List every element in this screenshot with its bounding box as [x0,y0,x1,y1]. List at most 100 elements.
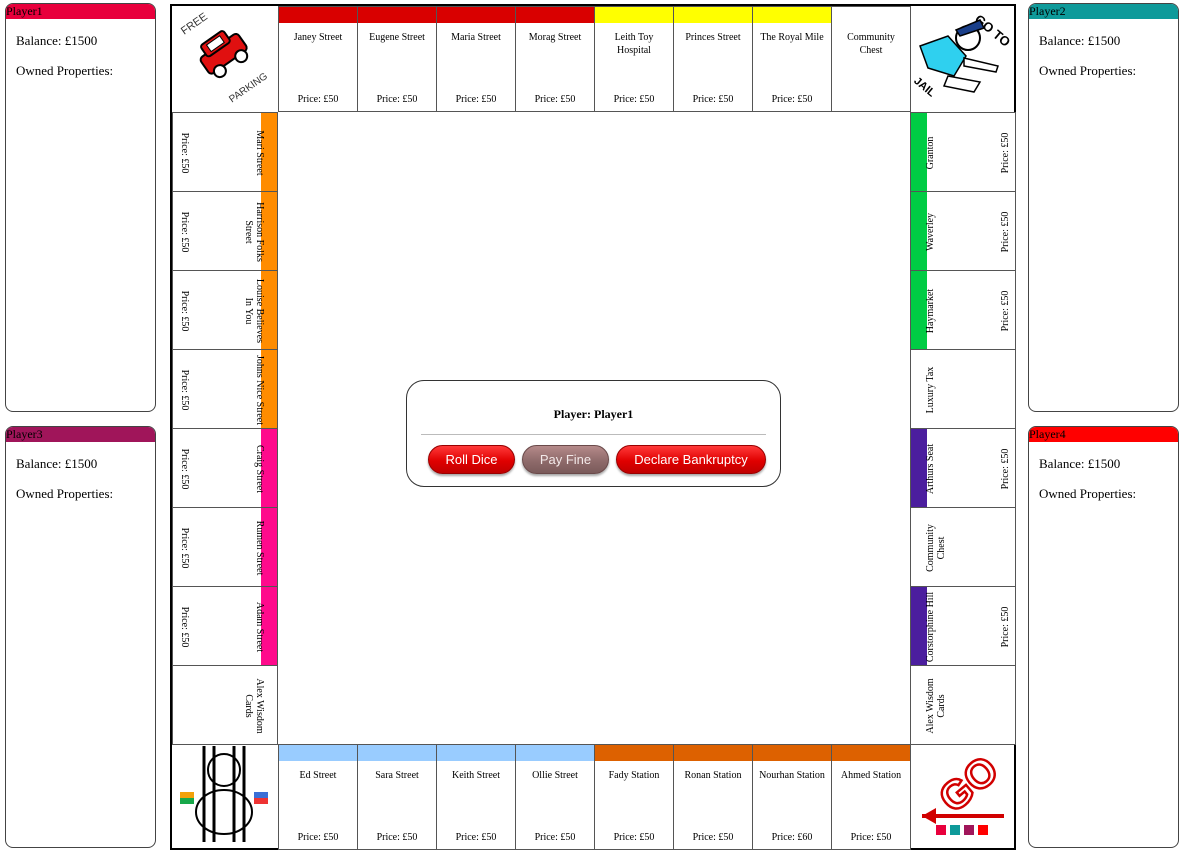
space-price: Price: £50 [1000,606,1011,648]
space-price: Price: £50 [455,94,497,105]
left-space-craig-street[interactable]: Craig Street Price: £50 [172,428,278,508]
space-price: Price: £50 [179,448,190,490]
right-space-alex-wisdom-cards[interactable]: Alex Wisdom Cards [910,665,1016,745]
bottom-space-keith-street[interactable]: Keith Street Price: £50 [436,744,516,850]
space-price: Price: £60 [771,832,813,843]
space-price: Price: £50 [771,94,813,105]
right-space-haymarket[interactable]: Haymarket Price: £50 [910,270,1016,350]
top-space-community-chest[interactable]: Community Chest [831,6,911,112]
space-name: Community Chest [925,524,947,572]
right-space-corstorphine-hill[interactable]: Corstorphine Hill Price: £50 [910,586,1016,666]
right-space-arthurs-seat[interactable]: Arthurs Seat Price: £50 [910,428,1016,508]
color-band [261,350,277,428]
left-space-louise-believes-in-you[interactable]: Louise Believes In You Price: £50 [172,270,278,350]
right-space-community-chest[interactable]: Community Chest [910,507,1016,587]
color-band [261,429,277,507]
left-space-rumen-street[interactable]: Rumen Street Price: £50 [172,507,278,587]
jail-corner [172,742,278,848]
color-band [437,7,515,23]
color-band [261,508,277,586]
color-band [911,271,927,349]
bottom-space-nourhan-station[interactable]: Nourhan Station Price: £60 [752,744,832,850]
player2-panel: Player2 Balance: £1500 Owned Properties: [1028,3,1179,412]
left-space-alex-wisdom-cards[interactable]: Alex Wisdom Cards [172,665,278,745]
right-space-granton[interactable]: Granton Price: £50 [910,112,1016,192]
left-space-adam-street[interactable]: Adam Street Price: £50 [172,586,278,666]
color-band [911,192,927,270]
roll-dice-button[interactable]: Roll Dice [428,445,515,474]
divider [421,434,766,435]
space-price: Price: £50 [179,527,190,569]
space-name: Granton [925,136,936,170]
space-price: Price: £50 [455,832,497,843]
bottom-space-ed-street[interactable]: Ed Street Price: £50 [278,744,358,850]
left-space-johns-nice-street[interactable]: Johns Nice Street Price: £50 [172,349,278,429]
player1-owned-properties: Owned Properties: [16,63,114,78]
bottom-space-ahmed-station[interactable]: Ahmed Station Price: £50 [831,744,911,850]
space-name: Harrison Folks Street [243,202,265,262]
space-name: Sara Street [375,770,419,781]
space-price: Price: £50 [1000,211,1011,253]
top-space-princes-street[interactable]: Princes Street Price: £50 [673,6,753,112]
space-name: Haymarket [925,288,936,334]
space-name: Ollie Street [532,770,578,781]
left-space-mari-street[interactable]: Mari Street Price: £50 [172,112,278,192]
player2-balance: Balance: £1500 [1039,33,1121,48]
parking-label: PARKING [227,71,270,106]
player4-owned-properties: Owned Properties: [1039,486,1137,501]
space-price: Price: £50 [297,832,339,843]
space-name: Morag Street [528,32,582,43]
space-name: Arthurs Seat [925,443,936,495]
player3-balance: Balance: £1500 [16,456,98,471]
jail-label: JAIL [911,75,937,100]
space-name: Keith Street [451,770,501,781]
color-band [279,7,357,23]
space-name: Maria Street [451,32,501,43]
player-token [964,825,974,835]
space-price: Price: £50 [613,832,655,843]
declare-bankruptcy-button[interactable]: Declare Bankruptcy [616,445,766,474]
space-price: Price: £50 [179,290,190,332]
player2-header: Player2 [1029,4,1178,19]
player3-owned-properties: Owned Properties: [16,486,114,501]
space-price: Price: £50 [850,832,892,843]
space-price: Price: £50 [179,211,190,253]
player-token [950,825,960,835]
bottom-space-ollie-street[interactable]: Ollie Street Price: £50 [515,744,595,850]
top-space-leith-toy-hospital[interactable]: Leith Toy Hospital Price: £50 [594,6,674,112]
space-name: Louise Believes In You [243,278,265,344]
color-band [516,745,594,761]
space-name: Eugene Street [369,32,425,43]
bottom-space-sara-street[interactable]: Sara Street Price: £50 [357,744,437,850]
player3-header: Player3 [6,427,155,442]
top-space-eugene-street[interactable]: Eugene Street Price: £50 [357,6,437,112]
player-token [936,825,946,835]
player1-header: Player1 [6,4,155,19]
color-band [279,745,357,761]
top-space-the-royal-mile[interactable]: The Royal Mile Price: £50 [752,6,832,112]
left-space-harrison-folks-street[interactable]: Harrison Folks Street Price: £50 [172,191,278,271]
prisoner-icon [180,746,268,842]
player1-balance: Balance: £1500 [16,33,98,48]
bottom-space-fady-station[interactable]: Fady Station Price: £50 [594,744,674,850]
current-player-label: Player: Player1 [553,407,634,421]
right-space-luxury-tax[interactable]: Luxury Tax [910,349,1016,429]
space-price: Price: £50 [692,832,734,843]
color-band [261,587,277,665]
pay-fine-button[interactable]: Pay Fine [522,445,609,474]
space-price: Price: £50 [534,832,576,843]
top-space-maria-street[interactable]: Maria Street Price: £50 [436,6,516,112]
right-space-waverley[interactable]: Waverley Price: £50 [910,191,1016,271]
player4-header: Player4 [1029,427,1178,442]
color-band [753,745,831,761]
top-space-morag-street[interactable]: Morag Street Price: £50 [515,6,595,112]
bottom-space-ronan-station[interactable]: Ronan Station Price: £50 [673,744,753,850]
space-name: Ahmed Station [840,770,902,781]
player4-balance: Balance: £1500 [1039,456,1121,471]
color-band [911,587,927,665]
top-space-janey-street[interactable]: Janey Street Price: £50 [278,6,358,112]
color-band [674,745,752,761]
space-name: Nourhan Station [759,770,825,781]
player2-owned-properties: Owned Properties: [1039,63,1137,78]
game-board: FREE PARKING GO TO JAIL [170,4,1016,850]
